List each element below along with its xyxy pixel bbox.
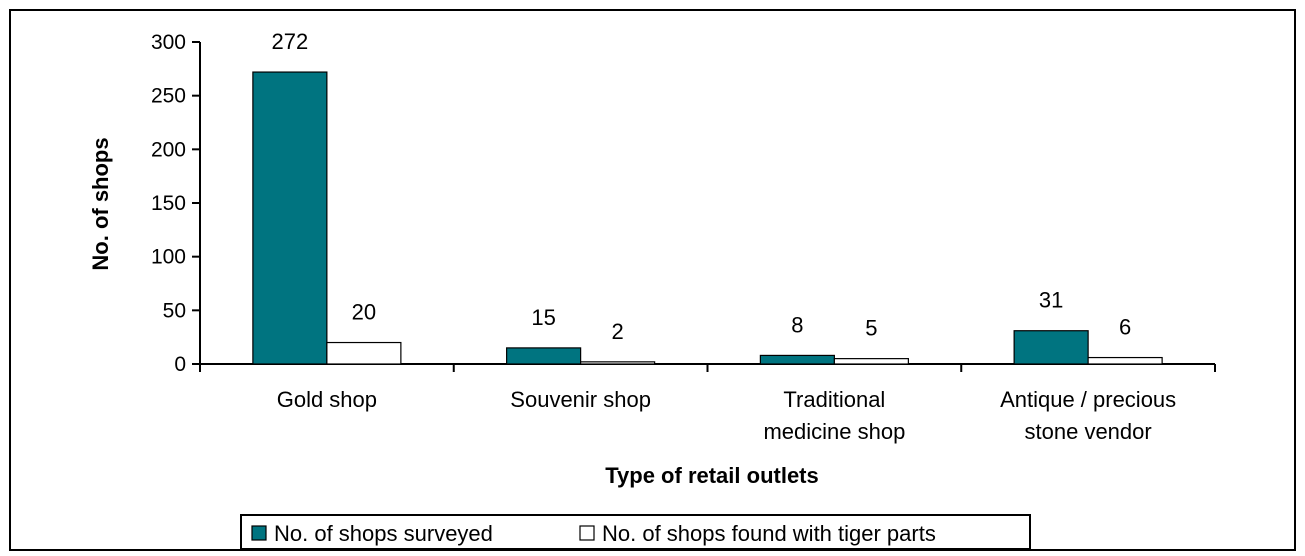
x-tick-label: Gold shop — [277, 387, 377, 412]
y-tick-label: 200 — [151, 138, 186, 161]
legend-label: No. of shops surveyed — [274, 521, 493, 546]
data-label: 8 — [791, 312, 803, 337]
bar — [1087, 356, 1163, 365]
x-tick-label: Traditional medicine shop — [763, 387, 905, 444]
data-label: 2 — [612, 319, 624, 344]
bar — [506, 347, 582, 365]
legend: No. of shops surveyed No. of shops found … — [240, 514, 1031, 550]
y-tick-label: 100 — [151, 246, 186, 269]
data-label: 272 — [272, 29, 309, 54]
x-tick-label: Antique / precious stone vendor — [1000, 387, 1176, 444]
legend-box — [240, 514, 1031, 550]
axes: 0 50 100 150 200 250 300 Gold shop Souvenir shop… — [151, 31, 1216, 444]
y-axis-label: No. of shops — [88, 137, 113, 270]
data-label: 31 — [1039, 288, 1063, 313]
legend-swatch — [579, 525, 595, 541]
bar — [252, 71, 328, 365]
y-tick-label: 300 — [151, 31, 186, 54]
y-tick-label: 250 — [151, 85, 186, 108]
data-label: 6 — [1119, 315, 1131, 340]
data-label: 20 — [352, 300, 376, 325]
bar — [1013, 330, 1089, 365]
legend-label: No. of shops found with tiger parts — [602, 521, 936, 546]
bar — [580, 361, 656, 365]
x-axis-label: Type of retail outlets — [605, 463, 819, 488]
bars — [252, 71, 1163, 365]
data-labels: 272 15 8 31 20 2 5 6 — [272, 29, 1132, 344]
x-tick-label: Souvenir shop — [510, 387, 651, 412]
bar — [326, 341, 402, 365]
y-tick-label: 0 — [174, 353, 186, 376]
y-tick-label: 50 — [163, 299, 186, 322]
y-tick-label: 150 — [151, 192, 186, 215]
data-label: 5 — [865, 316, 877, 341]
legend-swatch — [251, 525, 267, 541]
bar — [833, 358, 909, 365]
chart-border — [9, 9, 1296, 551]
data-label: 15 — [531, 305, 555, 330]
bar — [759, 354, 835, 365]
